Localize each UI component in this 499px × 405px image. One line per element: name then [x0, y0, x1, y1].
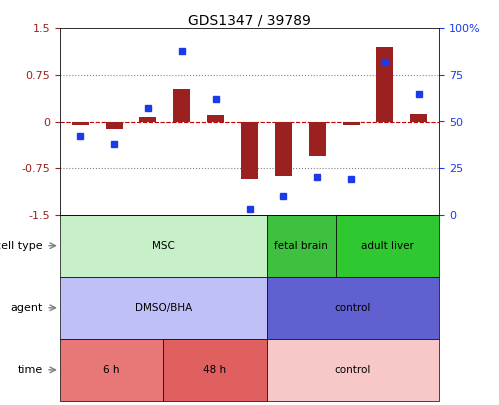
Text: 6 h: 6 h	[103, 365, 120, 375]
Text: adult liver: adult liver	[361, 241, 414, 251]
Bar	[139, 117, 156, 121]
FancyBboxPatch shape	[267, 277, 439, 339]
Bar	[376, 47, 393, 122]
Title: GDS1347 / 39789: GDS1347 / 39789	[188, 13, 311, 27]
FancyBboxPatch shape	[60, 339, 163, 401]
FancyBboxPatch shape	[267, 339, 439, 401]
FancyBboxPatch shape	[163, 339, 267, 401]
Text: control: control	[335, 365, 371, 375]
Bar	[207, 115, 224, 122]
Text: fetal brain: fetal brain	[274, 241, 328, 251]
FancyBboxPatch shape	[60, 277, 267, 339]
Text: control: control	[335, 303, 371, 313]
Bar	[173, 89, 190, 122]
Bar	[275, 122, 292, 176]
Text: DMSO/BHA: DMSO/BHA	[135, 303, 192, 313]
Text: time: time	[17, 365, 42, 375]
Bar	[72, 122, 89, 125]
Text: agent: agent	[10, 303, 42, 313]
FancyBboxPatch shape	[60, 215, 267, 277]
Text: 48 h: 48 h	[204, 365, 227, 375]
Bar	[410, 114, 427, 122]
FancyBboxPatch shape	[267, 215, 336, 277]
Bar	[241, 122, 258, 179]
Bar	[309, 122, 326, 156]
Bar	[106, 122, 123, 129]
Text: MSC: MSC	[152, 241, 175, 251]
Text: cell type: cell type	[0, 241, 42, 251]
FancyBboxPatch shape	[336, 215, 439, 277]
Bar	[343, 122, 360, 125]
